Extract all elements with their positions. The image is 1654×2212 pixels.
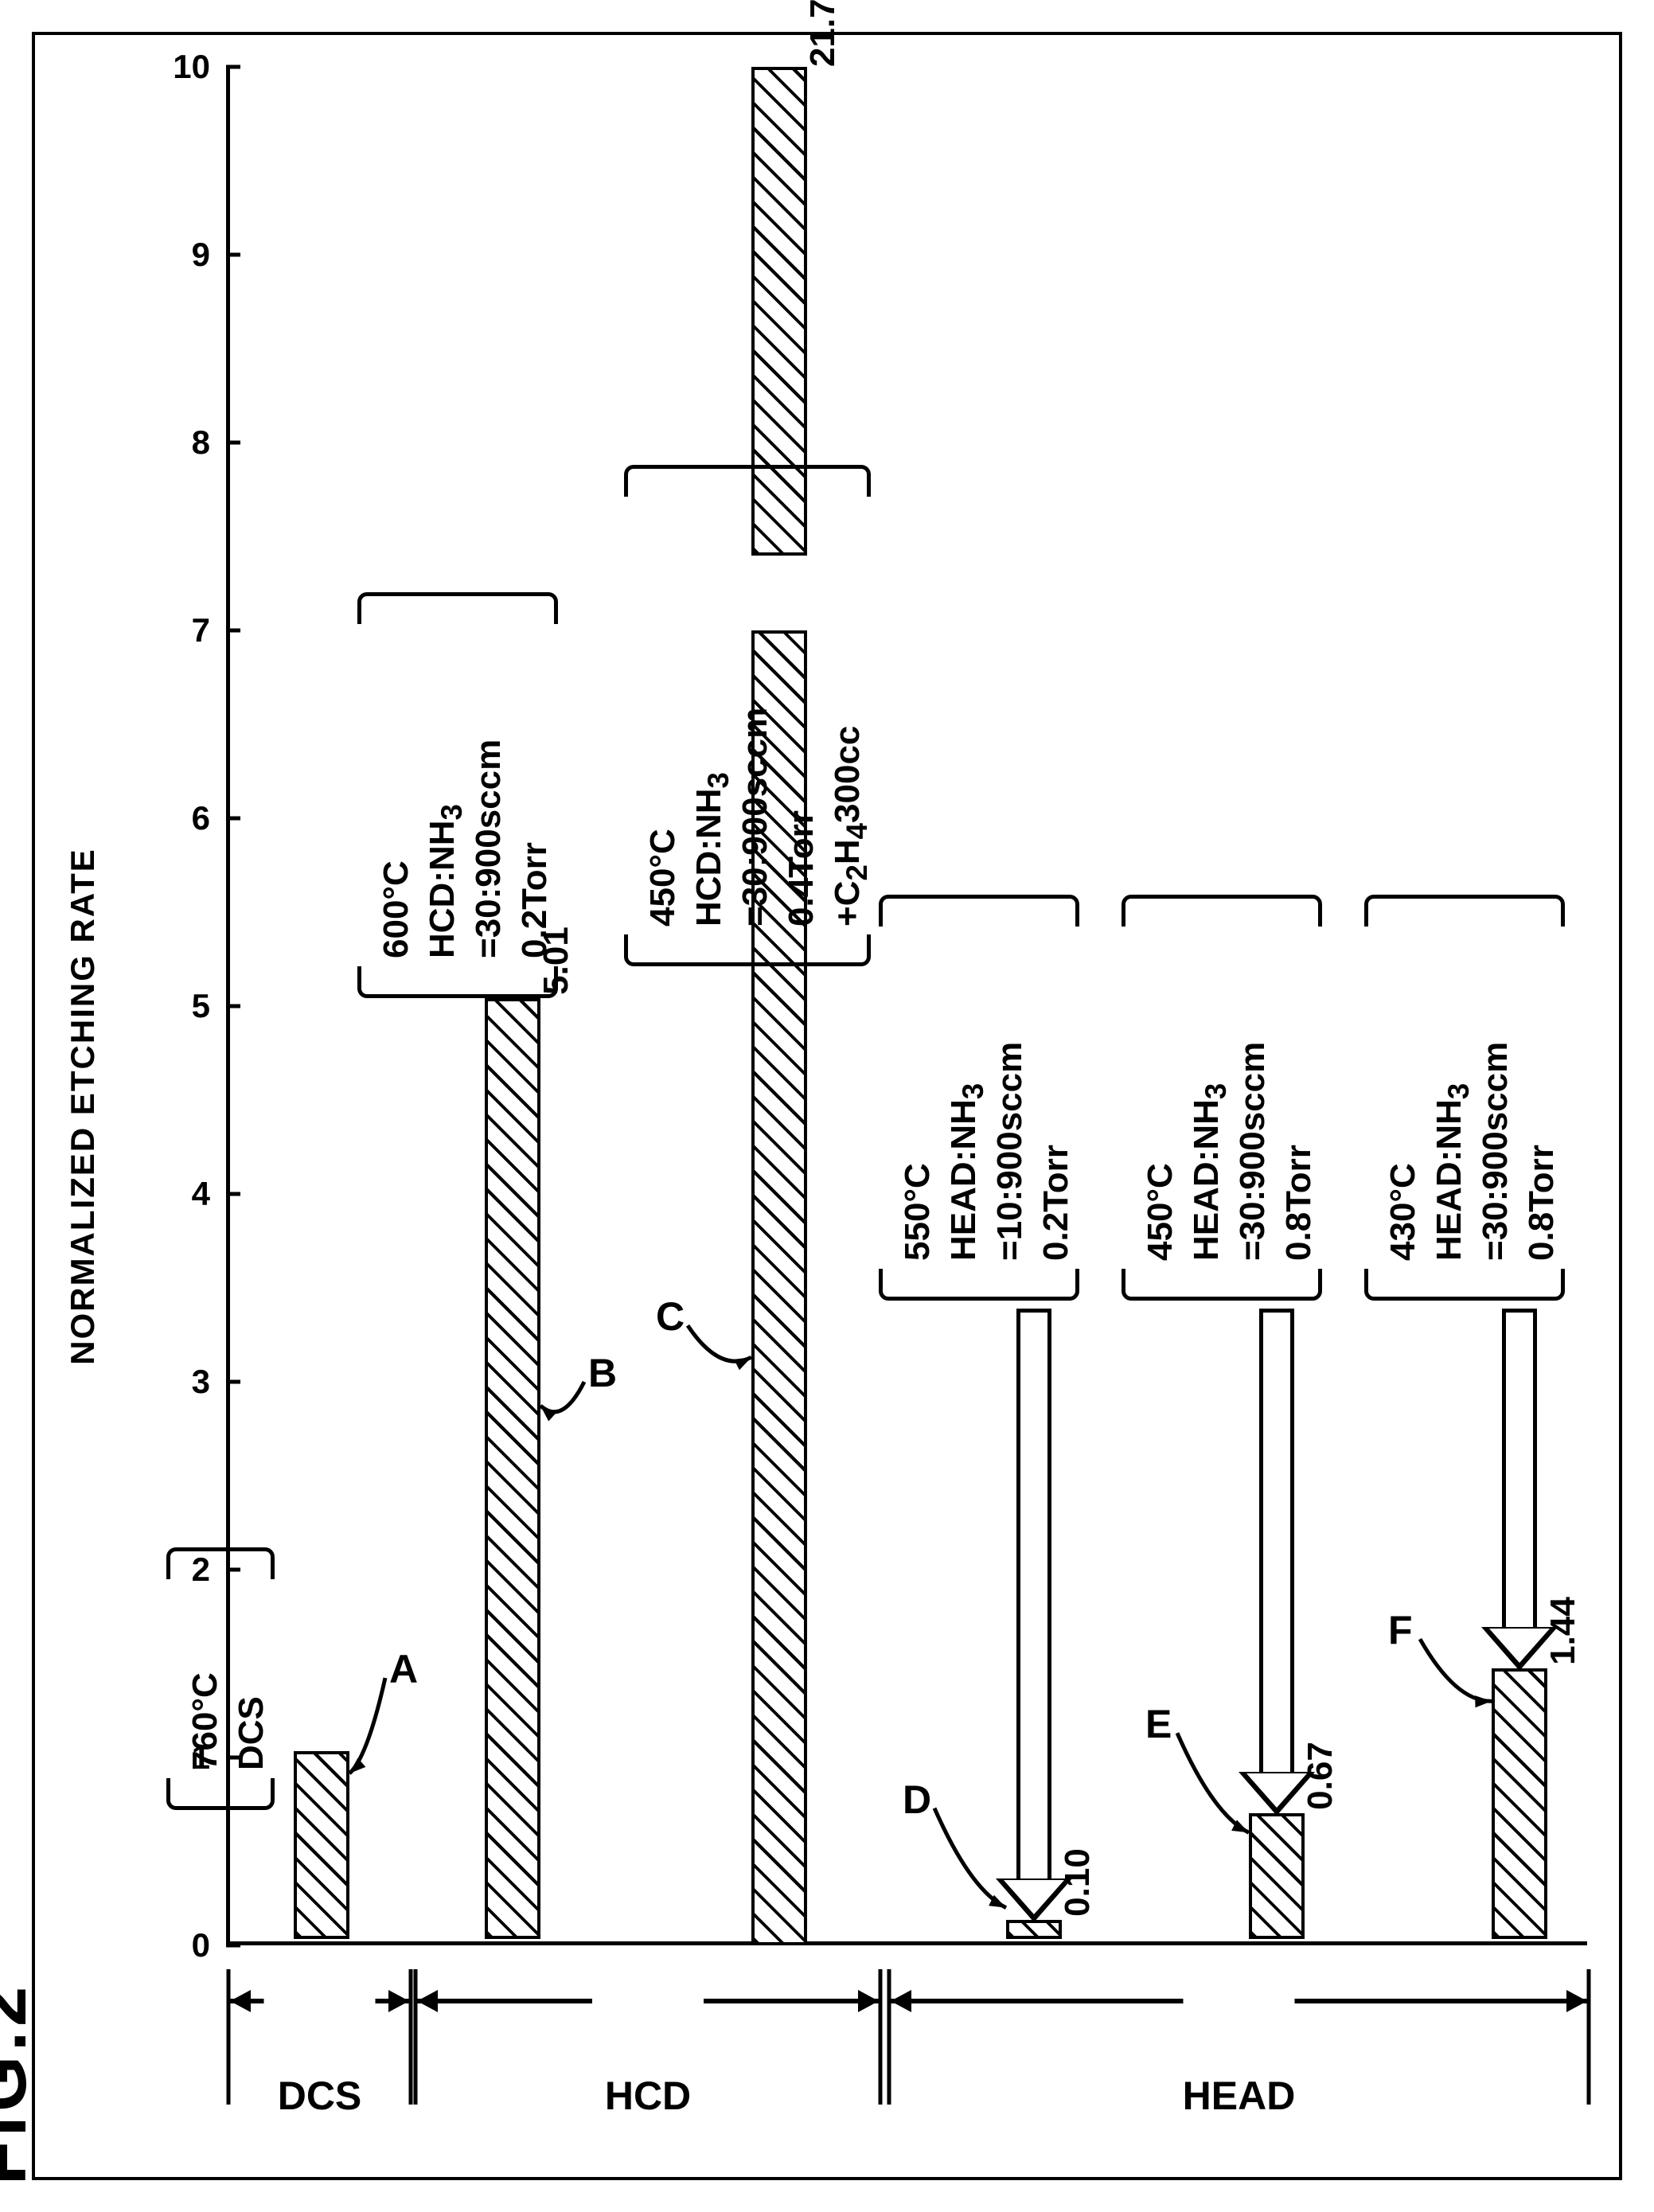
ytick-label: 0	[192, 1926, 210, 1964]
bracket-A-top	[166, 1547, 275, 1579]
ytick-label: 9	[192, 236, 210, 274]
bar-letter-C: C	[656, 1293, 685, 1340]
xgroup-label-HCD: HCD	[605, 2073, 691, 2119]
conditions-D-line-2: =10:900sccm	[987, 1042, 1032, 1261]
bar-letter-A: A	[389, 1646, 418, 1692]
conditions-E-line-3: 0.8Torr	[1276, 1145, 1321, 1261]
conditions-F-line-3: 0.8Torr	[1519, 1145, 1564, 1261]
conditions-C-line-3: 0.4Torr	[778, 810, 824, 927]
conditions-E-line-2: =30:900sccm	[1230, 1042, 1275, 1261]
conditions-D-line-1: HEAD:NH3	[941, 1083, 992, 1261]
conditions-F-line-2: =30:900sccm	[1473, 1042, 1518, 1261]
conditions-F-line-0: 430°C	[1380, 1163, 1426, 1261]
bar-F	[1492, 1668, 1547, 1939]
bar-letter-E: E	[1145, 1701, 1172, 1747]
bracket-D-top	[879, 895, 1079, 927]
conditions-C-line-2: =30:900sccm	[732, 708, 778, 927]
bracket-F-top	[1364, 895, 1565, 927]
bar-letter-F: F	[1388, 1607, 1413, 1653]
conditions-D-line-0: 550°C	[895, 1163, 940, 1261]
bracket-B-top	[357, 592, 558, 624]
bar-B	[485, 998, 540, 1939]
conditions-C-line-1: HCD:NH3	[686, 772, 737, 927]
arrow-F-stem	[1502, 1309, 1537, 1627]
conditions-A-line-1: DCS	[228, 1696, 274, 1770]
bar-D	[1006, 1920, 1062, 1939]
conditions-E-line-0: 450°C	[1137, 1163, 1183, 1261]
xgroup-label-HEAD: HEAD	[1183, 2073, 1296, 2119]
bar-C-value: 21.75	[803, 0, 843, 67]
figure-container: NORMALIZED ETCHING RATE 012345678910 760…	[32, 32, 1622, 2180]
bracket-C-bottom	[624, 934, 871, 966]
bracket-A-bottom	[166, 1778, 275, 1810]
bracket-E-bottom	[1122, 1269, 1322, 1301]
ytick-label: 3	[192, 1363, 210, 1401]
conditions-C-line-0: 450°C	[640, 829, 685, 927]
arrow-E-stem	[1259, 1309, 1294, 1772]
ytick-label: 4	[192, 1175, 210, 1213]
conditions-E-line-1: HEAD:NH3	[1184, 1083, 1235, 1261]
conditions-D-line-3: 0.2Torr	[1033, 1145, 1079, 1261]
ytick-label: 8	[192, 423, 210, 462]
bar-A	[294, 1751, 349, 1939]
conditions-B-line-3: 0.2Torr	[512, 842, 557, 958]
ytick-label: 6	[192, 799, 210, 837]
bracket-D-bottom	[879, 1269, 1079, 1301]
bracket-F-bottom	[1364, 1269, 1565, 1301]
conditions-F-line-1: HEAD:NH3	[1426, 1083, 1477, 1261]
bar-letter-D: D	[903, 1777, 931, 1823]
conditions-C-line-4: +C2H4300cc	[825, 726, 876, 927]
bar-letter-B: B	[588, 1350, 617, 1396]
y-axis-label: NORMALIZED ETCHING RATE	[64, 848, 102, 1365]
conditions-A-line-0: 760°C	[182, 1672, 228, 1770]
xgroup-label-DCS: DCS	[278, 2073, 362, 2119]
arrow-D-stem	[1016, 1309, 1051, 1878]
conditions-B-line-0: 600°C	[373, 860, 419, 958]
chart-plot-area	[226, 67, 1587, 1945]
ytick-label: 7	[192, 611, 210, 650]
bracket-B-bottom	[357, 966, 558, 998]
ytick-label: 5	[192, 987, 210, 1025]
bracket-C-top	[624, 465, 871, 497]
ytick-label: 10	[173, 48, 210, 86]
bracket-E-top	[1122, 895, 1322, 927]
bar-E	[1249, 1813, 1305, 1939]
figure-label: FIG.2	[0, 1982, 43, 2185]
conditions-B-line-1: HCD:NH3	[419, 804, 470, 958]
conditions-B-line-2: =30:900sccm	[466, 739, 511, 958]
